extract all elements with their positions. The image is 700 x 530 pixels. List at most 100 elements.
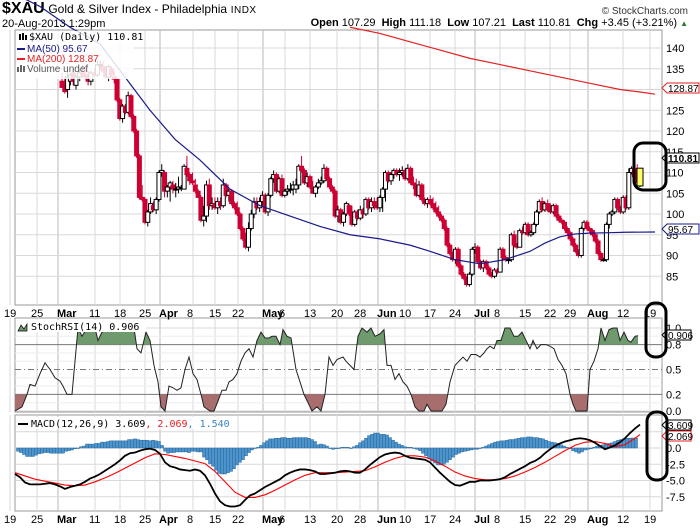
svg-text:Mar: Mar (57, 308, 77, 320)
svg-text:3.609: 3.609 (668, 421, 693, 432)
svg-text:0.8: 0.8 (666, 340, 681, 352)
svg-text:Jun: Jun (377, 308, 397, 320)
svg-text:25: 25 (31, 308, 43, 320)
svg-text:8: 8 (187, 308, 193, 320)
svg-text:Apr: Apr (159, 308, 179, 320)
svg-text:2.069: 2.069 (668, 432, 693, 443)
svg-text:128.87: 128.87 (668, 84, 699, 95)
svg-text:18: 18 (114, 514, 126, 526)
svg-text:110.81: 110.81 (668, 154, 698, 165)
svg-text:Jul: Jul (474, 308, 490, 320)
index-name: Gold & Silver Index - Philadelphia (48, 2, 228, 16)
svg-text:15: 15 (519, 308, 531, 320)
svg-text:125: 125 (666, 105, 684, 117)
stochrsi-legend-text: StochRSI(14) 0.906 (31, 322, 139, 333)
svg-text:20: 20 (331, 308, 343, 320)
svg-text:105: 105 (666, 188, 684, 200)
svg-text:20: 20 (331, 514, 343, 526)
svg-text:19: 19 (4, 308, 16, 320)
svg-text:28: 28 (354, 308, 366, 320)
svg-text:11: 11 (89, 514, 100, 526)
macd-panel (14, 423, 641, 508)
stochrsi-legend: StochRSI(14) 0.906 (16, 320, 146, 333)
svg-text:0.0: 0.0 (666, 443, 681, 455)
price-legend-text: $XAU (Daily) 110.81 (29, 32, 143, 43)
svg-text:25: 25 (139, 514, 151, 526)
svg-text:15: 15 (209, 308, 221, 320)
svg-text:Jul: Jul (474, 514, 490, 526)
svg-text:17: 17 (424, 514, 436, 526)
svg-text:22: 22 (232, 308, 244, 320)
svg-text:12: 12 (617, 514, 629, 526)
svg-text:May: May (262, 514, 284, 526)
svg-text:13: 13 (304, 514, 316, 526)
chg-label: Chg (576, 17, 599, 29)
svg-text:13: 13 (304, 308, 316, 320)
high-value: 111.18 (409, 17, 442, 29)
svg-text:135: 135 (666, 64, 684, 76)
svg-text:28: 28 (354, 514, 366, 526)
candle-legend-icon (19, 33, 27, 40)
copyright: © StockCharts.com (601, 6, 688, 17)
svg-text:10: 10 (399, 308, 411, 320)
svg-text:110: 110 (666, 168, 684, 180)
annotation-circle-macd (645, 410, 669, 482)
macd-hist-value: , 1.540 (188, 419, 230, 430)
svg-text:0.5: 0.5 (666, 365, 681, 377)
svg-text:24: 24 (449, 514, 461, 526)
svg-text:100: 100 (666, 209, 684, 221)
svg-text:MACD(12,26,9) 3.609, 2.069, 1.: MACD(12,26,9) 3.609, 2.069, 1.540 (31, 419, 230, 430)
svg-text:Aug: Aug (587, 514, 608, 526)
ma50-legend-text: MA(50) 95.67 (27, 44, 88, 55)
high-label: High (381, 17, 407, 29)
last-label: Last (512, 17, 535, 29)
quote-summary: Open 107.29 High 111.18 Low 107.21 Last … (311, 17, 688, 29)
low-label: Low (447, 17, 470, 29)
svg-text:24: 24 (449, 308, 461, 320)
svg-text:22: 22 (544, 514, 556, 526)
svg-text:18: 18 (114, 308, 126, 320)
svg-text:10: 10 (399, 514, 411, 526)
symbol: $XAU (2, 0, 45, 17)
svg-text:Apr: Apr (159, 514, 179, 526)
svg-text:85: 85 (666, 271, 678, 283)
svg-text:120: 120 (666, 126, 684, 138)
svg-text:May: May (262, 308, 284, 320)
macd-signal-value: , 2.069 (145, 419, 187, 430)
ma50-badge: 95.67 (661, 223, 700, 236)
svg-text:6: 6 (279, 308, 285, 320)
up-arrow-icon: ▲ (680, 19, 688, 28)
last-value: 110.81 (537, 17, 571, 29)
svg-text:8: 8 (494, 308, 500, 320)
svg-text:8: 8 (187, 514, 193, 526)
svg-text:6: 6 (279, 514, 285, 526)
annotation-circle-stochrsi (644, 301, 668, 359)
macd-legend: MACD(12,26,9) 3.609, 2.069, 1.540 (16, 417, 236, 430)
svg-text:29: 29 (564, 514, 576, 526)
low-value: 107.21 (472, 17, 506, 29)
volume-legend-text: Volume undef (27, 64, 88, 75)
svg-text:-5.0: -5.0 (666, 476, 685, 488)
svg-text:0.0: 0.0 (666, 406, 681, 418)
svg-text:90: 90 (666, 251, 678, 263)
svg-text:19: 19 (4, 514, 16, 526)
last-price-badge: 110.81 (661, 152, 700, 165)
open-value: 107.29 (341, 17, 376, 29)
open-label: Open (310, 17, 339, 29)
svg-text:Mar: Mar (57, 514, 77, 526)
svg-text:Aug: Aug (587, 308, 608, 320)
svg-text:140: 140 (666, 43, 684, 55)
svg-text:22: 22 (232, 514, 244, 526)
svg-text:95.67: 95.67 (668, 225, 693, 236)
svg-text:8: 8 (494, 514, 500, 526)
svg-text:0.2: 0.2 (666, 389, 681, 401)
svg-text:12: 12 (617, 308, 629, 320)
volume-legend-icon (17, 65, 25, 72)
svg-text:Jun: Jun (377, 514, 397, 526)
annotation-circle-price (632, 141, 668, 192)
svg-text:15: 15 (519, 514, 531, 526)
macd-value: MACD(12,26,9) 3.609 (31, 419, 145, 430)
svg-text:19: 19 (644, 514, 656, 526)
svg-text:0.906: 0.906 (668, 331, 693, 342)
